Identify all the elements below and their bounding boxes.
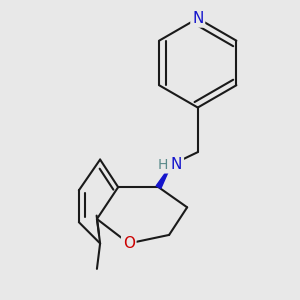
Text: N: N (171, 158, 182, 172)
Text: O: O (123, 236, 135, 251)
Polygon shape (156, 165, 171, 188)
Text: N: N (192, 11, 203, 26)
Text: H: H (158, 158, 168, 172)
